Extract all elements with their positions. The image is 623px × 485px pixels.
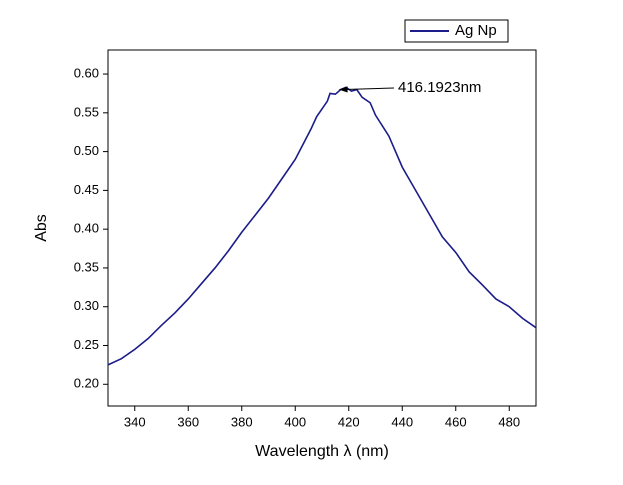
data-line: [107, 86, 537, 366]
y-tick-label: 0.55: [74, 104, 99, 119]
x-tick-label: 400: [284, 414, 306, 429]
y-tick-label: 0.30: [74, 298, 99, 313]
y-tick-label: 0.20: [74, 376, 99, 391]
x-tick-label: 360: [177, 414, 199, 429]
x-tick-label: 460: [445, 414, 467, 429]
annotation-arrowhead: [338, 86, 348, 93]
y-tick-label: 0.50: [74, 143, 99, 158]
y-tick-label: 0.45: [74, 182, 99, 197]
legend-label: Ag Np: [455, 22, 497, 39]
x-tick-label: 480: [498, 414, 520, 429]
annotation-arrow: [344, 87, 395, 91]
x-tick-label: 440: [391, 414, 413, 429]
y-tick-label: 0.40: [74, 221, 99, 236]
plot-frame: [107, 49, 537, 407]
legend-box: [404, 19, 509, 43]
annotation-text: 416.1923nm: [398, 79, 481, 96]
y-tick-label: 0.25: [74, 337, 99, 352]
x-axis-title: Wavelength λ (nm): [255, 443, 389, 460]
x-tick-label: 420: [338, 414, 360, 429]
x-tick-label: 340: [124, 414, 146, 429]
y-axis-title: Abs: [33, 214, 50, 242]
y-tick-label: 0.60: [74, 65, 99, 80]
y-tick-label: 0.35: [74, 259, 99, 274]
x-tick-label: 380: [231, 414, 253, 429]
